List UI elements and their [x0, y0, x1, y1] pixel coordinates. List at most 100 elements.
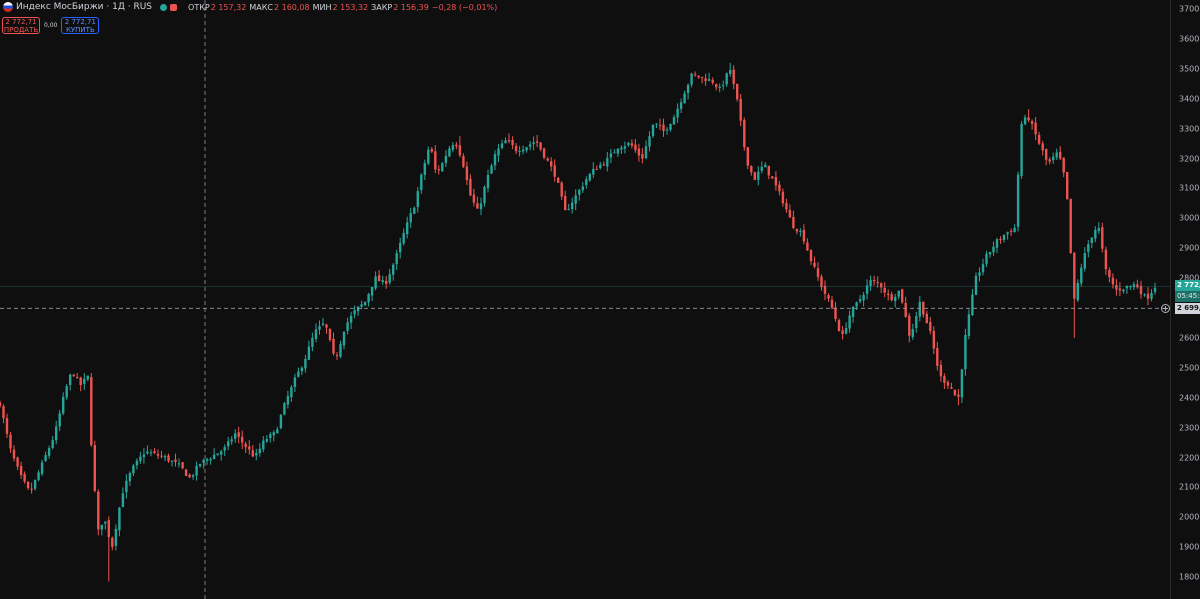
candle-body	[479, 203, 483, 210]
candle-body	[736, 83, 739, 100]
market-status-icon	[160, 3, 168, 11]
candle-body	[262, 440, 265, 450]
candle-body	[767, 165, 770, 176]
candle-body	[560, 182, 563, 197]
candle-body	[1150, 292, 1153, 299]
sell-button[interactable]: 2 772,71 ПРОДАТЬ	[2, 17, 40, 34]
candle-body	[1132, 284, 1136, 288]
candle-body	[535, 141, 539, 143]
candle-body	[623, 146, 627, 149]
price-axis-tick: 3300,00	[1179, 124, 1200, 134]
candle-body	[462, 156, 465, 167]
add-alert-plus-icon[interactable]	[1161, 304, 1170, 313]
symbol-title[interactable]: Индекс МосБиржи · 1Д · RUS	[16, 2, 153, 12]
candle-body	[753, 172, 756, 180]
candle-body	[1045, 149, 1048, 160]
candle-body	[707, 78, 711, 81]
candle-body	[511, 140, 514, 146]
close-value: 2 156,39	[393, 2, 429, 12]
candle-body	[1066, 172, 1069, 199]
candle-body	[729, 70, 732, 74]
candle-body	[434, 151, 437, 170]
candle-body	[585, 179, 588, 186]
candle-body	[1083, 253, 1086, 269]
candle-body	[1009, 231, 1013, 233]
candle-body	[444, 155, 448, 163]
price-axis[interactable]: 3700,00 3600,00 3500,00 3400,00 3300,00 3200,…	[1170, 0, 1200, 599]
candle-body	[328, 328, 332, 340]
candle-body	[381, 280, 384, 282]
price-axis-tick: 3200,00	[1179, 154, 1200, 163]
candle-body	[163, 456, 167, 458]
candle-body	[613, 152, 616, 154]
candle-body	[1111, 277, 1115, 285]
price-axis-tick: 2600,00	[1179, 333, 1200, 343]
candle-body	[757, 171, 760, 180]
last-price-tag: 2 772,7	[1175, 280, 1200, 292]
low-label: МИН	[312, 2, 332, 12]
candle-body	[227, 441, 230, 447]
candle-body	[574, 195, 577, 204]
candle-body	[132, 465, 135, 474]
candle-body	[174, 459, 177, 463]
candle-body	[385, 281, 388, 284]
candle-body	[5, 418, 9, 434]
candle-body	[1062, 157, 1065, 173]
candle-body	[792, 217, 795, 228]
candle-body	[1048, 159, 1051, 162]
candle-body	[40, 462, 44, 474]
candle-body	[392, 264, 395, 275]
candle-body	[476, 203, 479, 209]
candle-body	[486, 175, 490, 188]
candle-body	[781, 191, 785, 204]
candle-body	[234, 433, 237, 439]
candle-body	[578, 189, 581, 195]
buy-button[interactable]: 2 772,71 КУПИТЬ	[61, 17, 100, 34]
candle-body	[251, 450, 254, 457]
candle-body	[472, 194, 476, 203]
chart-canvas[interactable]	[0, 0, 1170, 599]
candle-body	[795, 228, 799, 232]
candle-body	[55, 426, 58, 441]
candle-body	[65, 386, 68, 398]
candle-body	[153, 451, 156, 453]
candle-body	[402, 233, 405, 244]
candle-body	[999, 239, 1002, 240]
candle-body	[47, 448, 51, 456]
candle-body	[514, 145, 518, 152]
candle-body	[388, 274, 391, 283]
candle-body	[437, 169, 440, 171]
candle-body	[135, 460, 139, 466]
candle-body	[743, 119, 746, 148]
candle-body	[139, 456, 142, 462]
last-price-value: 2 772,7	[1177, 281, 1200, 290]
candle-body	[332, 338, 335, 354]
candle-body	[448, 148, 451, 157]
candle-body	[637, 148, 641, 156]
candle-body	[521, 149, 525, 152]
candle-body	[307, 346, 311, 360]
candle-body	[820, 276, 823, 288]
candle-body	[360, 304, 363, 307]
candle-body	[420, 174, 423, 191]
candle-body	[855, 302, 858, 307]
candle-body	[86, 375, 89, 380]
candle-body	[722, 85, 725, 87]
candle-body	[97, 491, 100, 530]
candle-body	[904, 303, 907, 317]
candle-body	[872, 280, 876, 282]
candle-body	[571, 202, 574, 210]
candle-body	[16, 457, 19, 467]
candle-body	[399, 242, 402, 253]
candle-body	[244, 443, 247, 448]
candle-body	[370, 287, 374, 296]
candle-body	[890, 294, 893, 301]
candle-body	[711, 79, 714, 83]
candle-body	[1080, 267, 1083, 284]
trade-buttons: 2 772,71 ПРОДАТЬ 0,00 2 772,71 КУПИТЬ	[2, 17, 100, 34]
candle-body	[304, 359, 307, 369]
price-axis-tick: 1900,00	[1179, 542, 1200, 552]
candle-body	[908, 315, 911, 336]
candle-body	[1087, 244, 1090, 252]
candle-body	[1016, 174, 1020, 227]
